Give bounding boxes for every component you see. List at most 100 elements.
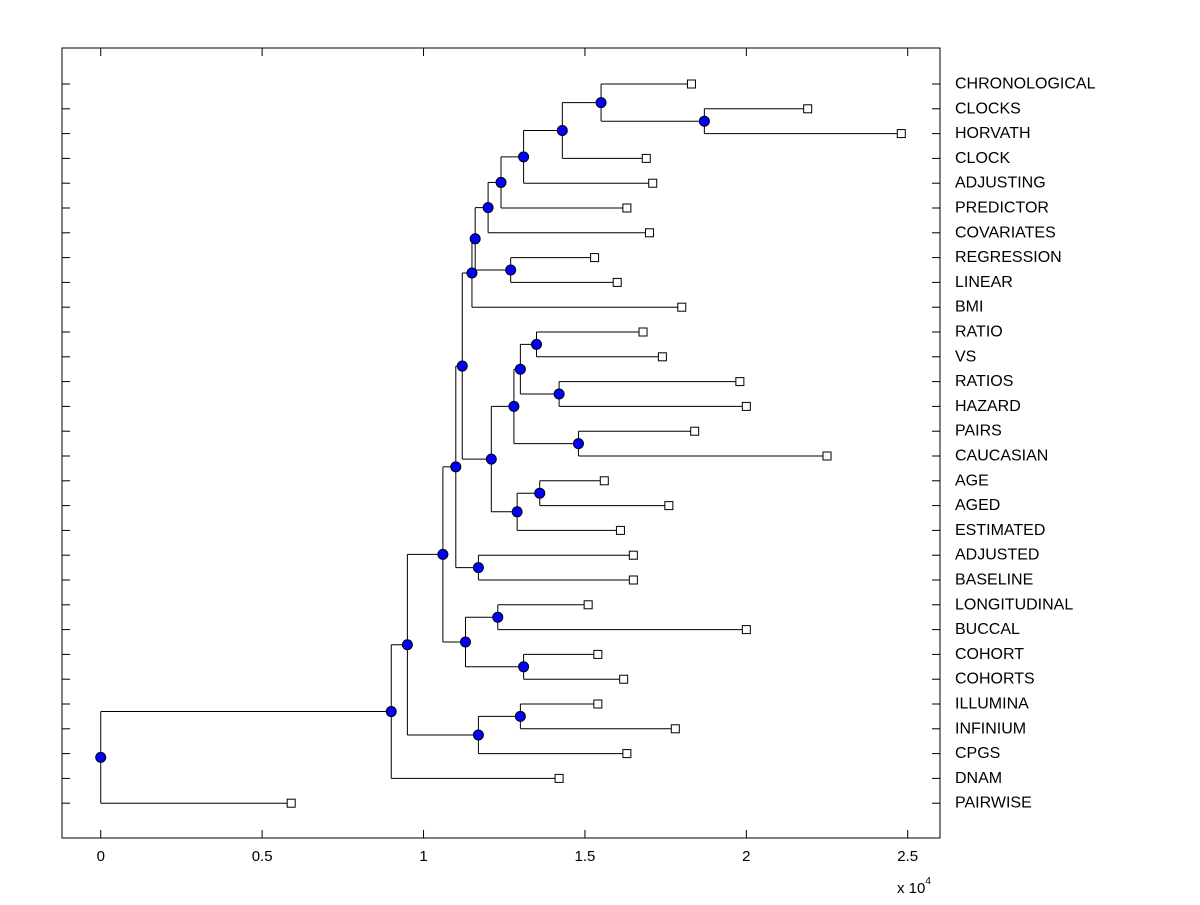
leaf-label: ESTIMATED xyxy=(955,522,1045,539)
x-tick-label: 0.5 xyxy=(252,848,273,865)
leaf-label: CHRONOLOGICAL xyxy=(955,76,1096,93)
x-axis-ticks xyxy=(100,48,909,838)
leaf-labels: CHRONOLOGICAL CLOCKS HORVATH CLOCK ADJUSTING… xyxy=(955,76,1096,812)
merge-node xyxy=(95,751,107,763)
x-tick-labels: 0 0.5 1 1.5 2 2.5 xyxy=(97,848,919,865)
merge-nodes xyxy=(95,97,710,763)
merge-node xyxy=(518,151,530,163)
leaf-label: HAZARD xyxy=(955,398,1021,415)
merge-node xyxy=(514,363,526,375)
y-axis-ticks xyxy=(62,83,940,804)
leaf-marker xyxy=(612,277,622,287)
leaf-label: COHORTS xyxy=(955,671,1035,688)
leaf-label: CAUCASIAN xyxy=(955,448,1048,465)
merge-node xyxy=(572,438,584,450)
merge-node xyxy=(385,706,397,718)
leaf-marker xyxy=(554,773,564,783)
multiplier-base: x 10 xyxy=(897,880,925,897)
leaf-label: RATIOS xyxy=(955,373,1013,390)
leaf-label: ADJUSTING xyxy=(955,175,1046,192)
merge-node xyxy=(456,360,468,372)
leaf-label: LONGITUDINAL xyxy=(955,596,1073,613)
leaf-marker xyxy=(648,178,658,188)
leaf-label: COHORT xyxy=(955,646,1024,663)
leaf-marker xyxy=(644,228,654,238)
merge-node xyxy=(469,233,481,245)
leaf-marker xyxy=(741,625,751,635)
leaf-label: HORVATH xyxy=(955,125,1031,142)
merge-node xyxy=(531,338,543,350)
leaf-marker xyxy=(593,649,603,659)
leaf-marker xyxy=(599,476,609,486)
leaf-marker xyxy=(690,426,700,436)
leaf-marker xyxy=(583,600,593,610)
leaf-marker xyxy=(641,153,651,163)
merge-node xyxy=(472,729,484,741)
leaf-marker xyxy=(628,575,638,585)
leaf-marker xyxy=(670,724,680,734)
leaf-marker xyxy=(735,377,745,387)
merge-node xyxy=(556,125,568,136)
leaf-label: ADJUSTED xyxy=(955,547,1039,564)
merge-node xyxy=(482,202,494,214)
merge-node xyxy=(492,611,504,623)
leaf-label: PAIRS xyxy=(955,423,1002,440)
leaf-label: PREDICTOR xyxy=(955,200,1049,217)
x-axis-multiplier-label: x 104 xyxy=(897,876,931,897)
leaf-label: BMI xyxy=(955,299,983,316)
merge-node xyxy=(450,461,462,473)
leaf-marker xyxy=(657,352,667,362)
leaf-label: REGRESSION xyxy=(955,249,1062,266)
x-tick-label: 1.5 xyxy=(574,848,595,865)
merge-node xyxy=(534,487,546,499)
leaf-label: BASELINE xyxy=(955,572,1033,589)
merge-node xyxy=(553,388,565,400)
merge-node xyxy=(505,264,517,276)
x-tick-label: 0 xyxy=(97,848,105,865)
x-tick-label: 1 xyxy=(419,848,427,865)
merge-node xyxy=(698,115,710,127)
merge-node xyxy=(518,661,530,673)
leaf-marker xyxy=(619,674,629,684)
leaf-label: INFINIUM xyxy=(955,720,1026,737)
leaf-label: VS xyxy=(955,348,976,365)
leaf-marker xyxy=(686,79,696,89)
merge-node xyxy=(595,97,607,109)
merge-node xyxy=(466,267,478,279)
leaf-marker xyxy=(803,104,813,114)
leaf-marker xyxy=(593,699,603,709)
leaf-label: AGE xyxy=(955,472,989,489)
leaf-marker xyxy=(286,798,296,808)
merge-node xyxy=(401,639,413,651)
leaf-markers xyxy=(286,79,906,808)
leaf-marker xyxy=(741,401,751,411)
leaf-marker xyxy=(615,525,625,535)
leaf-marker xyxy=(628,550,638,560)
merge-node xyxy=(485,453,497,465)
leaf-marker xyxy=(896,129,906,139)
merge-node xyxy=(514,710,526,722)
x-tick-label: 2.5 xyxy=(897,848,918,865)
leaf-marker xyxy=(622,203,632,213)
leaf-label: BUCCAL xyxy=(955,621,1020,638)
leaf-label: COVARIATES xyxy=(955,224,1056,241)
leaf-label: PAIRWISE xyxy=(955,795,1032,812)
leaf-label: LINEAR xyxy=(955,274,1013,291)
leaf-marker xyxy=(638,327,648,337)
leaf-marker xyxy=(664,501,674,511)
leaf-label: CLOCKS xyxy=(955,100,1021,117)
leaf-marker xyxy=(622,749,632,759)
multiplier-exponent: 4 xyxy=(925,876,931,887)
x-tick-label: 2 xyxy=(742,848,750,865)
merge-node xyxy=(437,548,449,560)
merge-node xyxy=(511,506,523,518)
leaf-label: CLOCK xyxy=(955,150,1010,167)
leaf-label: ILLUMINA xyxy=(955,696,1029,713)
merge-node xyxy=(508,400,520,412)
merge-node xyxy=(472,562,484,574)
leaf-marker xyxy=(822,451,832,461)
leaf-marker xyxy=(677,302,687,312)
leaf-marker xyxy=(590,253,600,263)
